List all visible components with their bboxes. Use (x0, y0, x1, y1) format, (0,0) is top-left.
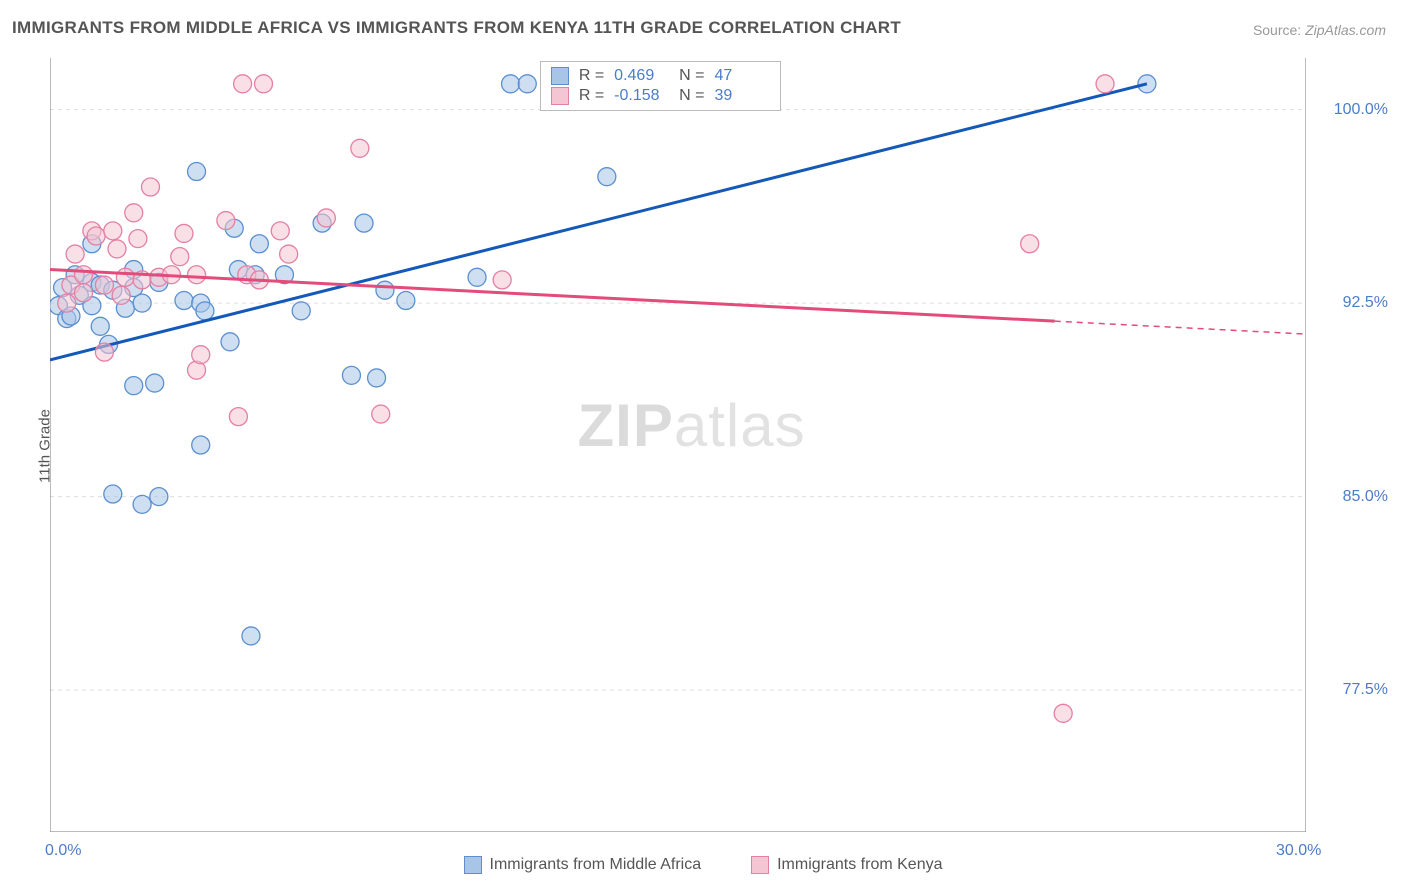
n-value: 39 (715, 87, 770, 105)
legend-label: Immigrants from Kenya (777, 856, 942, 874)
n-label: N = (679, 87, 704, 105)
r-label: R = (579, 67, 604, 85)
x-tick-label: 0.0% (45, 842, 81, 860)
bottom-legend: Immigrants from Middle Africa Immigrants … (0, 856, 1406, 874)
r-value: -0.158 (614, 87, 669, 105)
y-tick-label: 77.5% (1343, 681, 1388, 699)
source-value: ZipAtlas.com (1305, 22, 1386, 38)
y-tick-label: 85.0% (1343, 488, 1388, 506)
scatter-chart (50, 58, 1306, 832)
n-label: N = (679, 67, 704, 85)
legend-label: Immigrants from Middle Africa (490, 856, 702, 874)
legend-item: Immigrants from Kenya (751, 856, 942, 874)
legend-item: Immigrants from Middle Africa (464, 856, 702, 874)
y-tick-label: 92.5% (1343, 294, 1388, 312)
plot-area: R =0.469N =47R =-0.158N =39 ZIPatlas (50, 58, 1306, 832)
correlation-stats-box: R = 0.469 N = 47 R = -0.158 N = 39 (540, 61, 781, 111)
legend-swatch (551, 87, 569, 105)
n-value: 47 (715, 67, 770, 85)
r-value: 0.469 (614, 67, 669, 85)
stats-row: R = -0.158 N = 39 (551, 86, 770, 106)
legend-swatch (551, 67, 569, 85)
r-label: R = (579, 87, 604, 105)
source-label: Source: (1253, 22, 1301, 38)
legend-swatch (751, 856, 769, 874)
x-tick-label: 30.0% (1276, 842, 1321, 860)
y-tick-label: 100.0% (1334, 101, 1388, 119)
source-attribution: Source: ZipAtlas.com (1253, 22, 1386, 38)
stats-row: R = 0.469 N = 47 (551, 66, 770, 86)
chart-title: IMMIGRANTS FROM MIDDLE AFRICA VS IMMIGRA… (12, 18, 901, 38)
legend-swatch (464, 856, 482, 874)
